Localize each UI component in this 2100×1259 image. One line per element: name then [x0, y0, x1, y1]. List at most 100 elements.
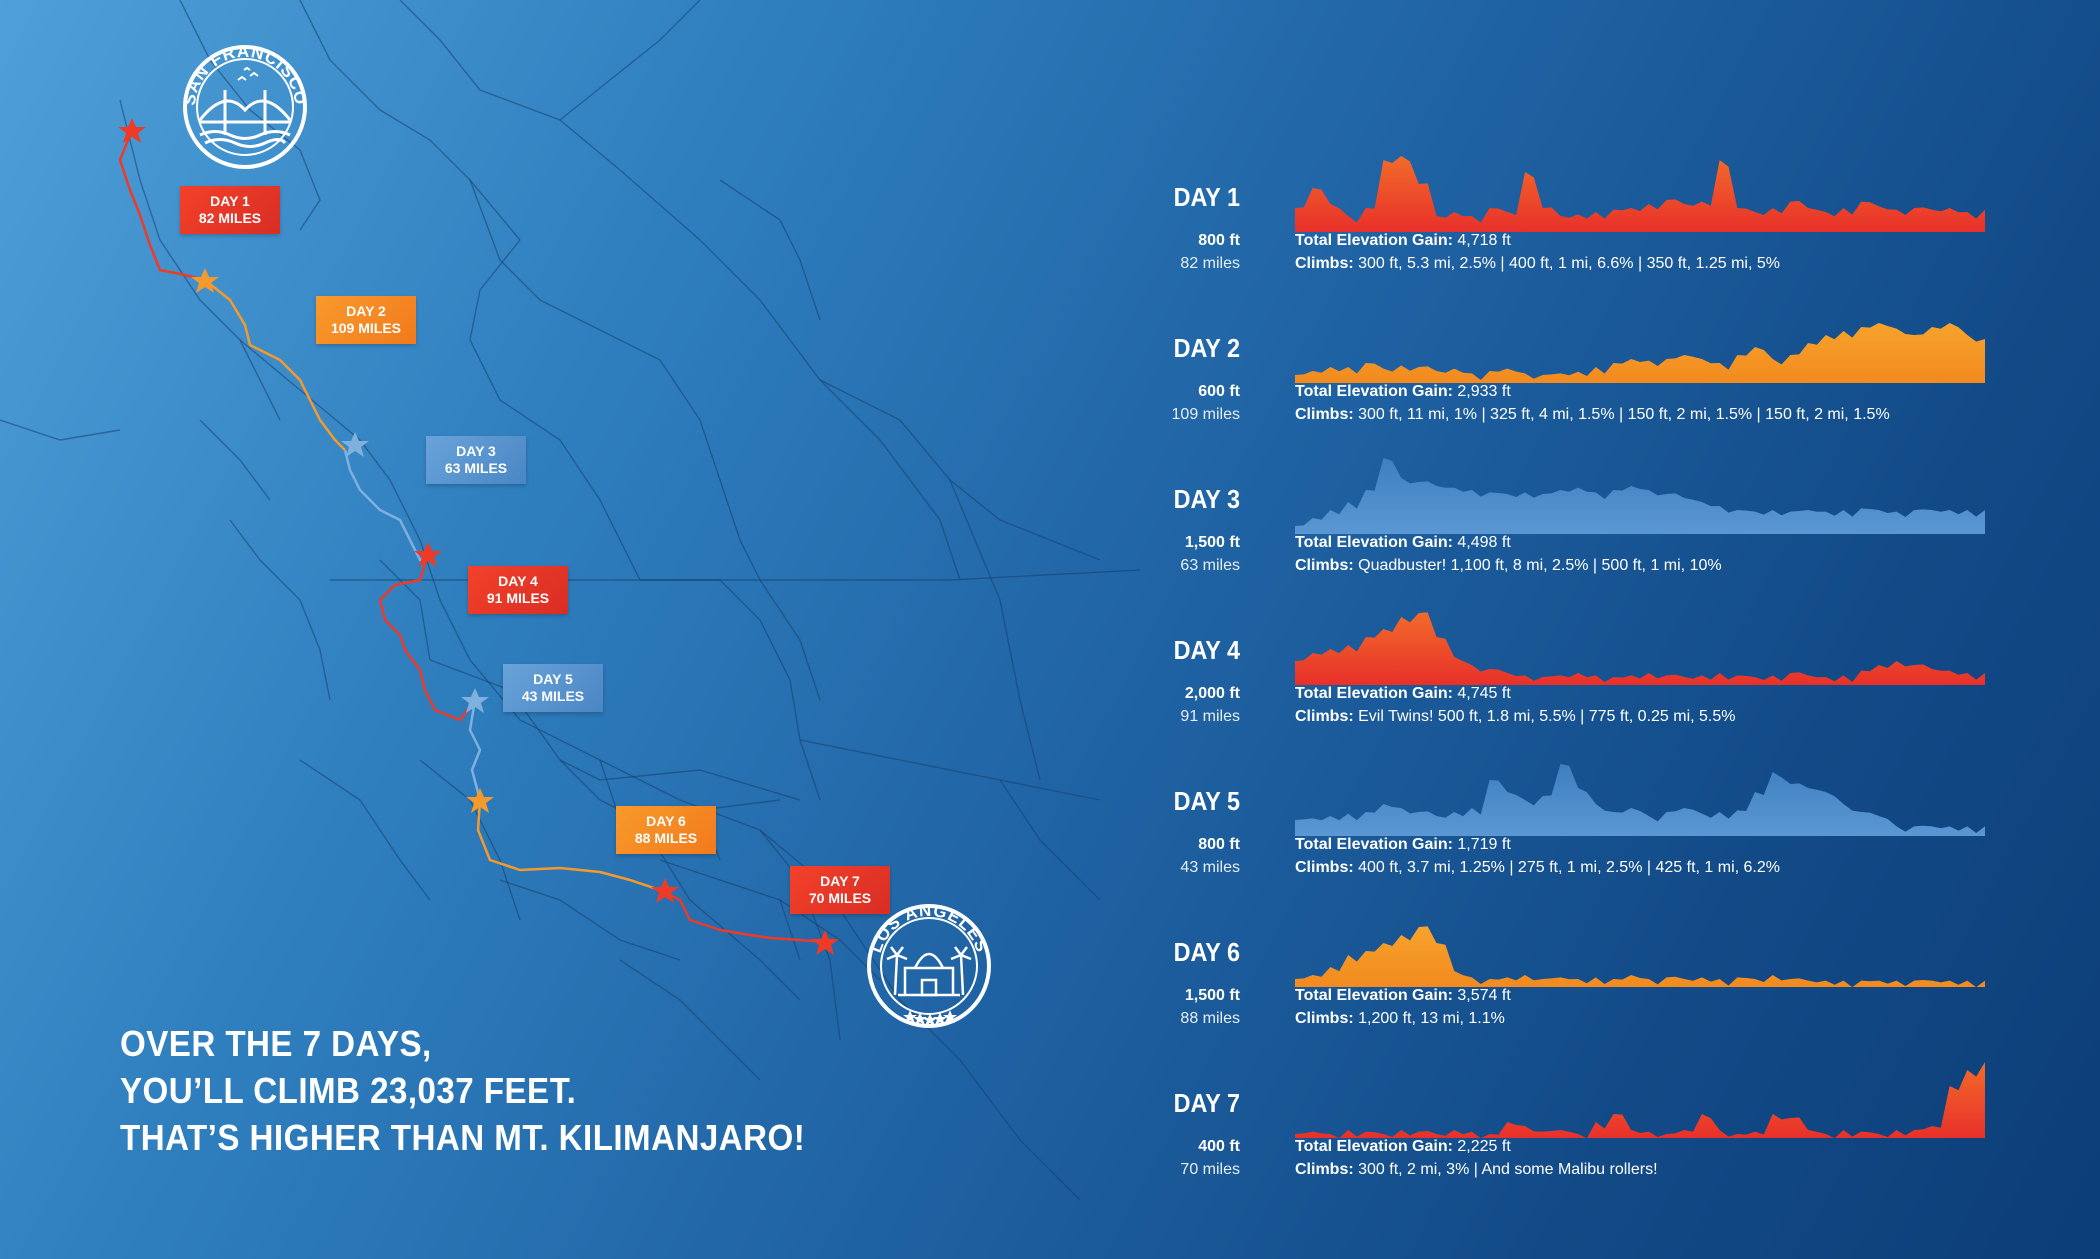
route-stars: [118, 118, 839, 955]
svg-text:SAN FRANCISCO: SAN FRANCISCO: [180, 42, 311, 107]
birds-icon: [237, 66, 259, 81]
map-tag-day5: DAY 5 43 MILES: [503, 664, 603, 712]
map-tag-miles: 88 MILES: [634, 830, 698, 846]
headline-line: OVER THE 7 DAYS,: [120, 1023, 432, 1064]
total-gain-line: Total Elevation Gain: 1,719 ft: [1295, 836, 1511, 854]
total-gain-line: Total Elevation Gain: 4,498 ft: [1295, 534, 1511, 552]
route-line: [118, 129, 826, 944]
star-day4-start: [414, 542, 442, 567]
day-title: DAY 3: [1173, 484, 1240, 514]
star-finish: [811, 930, 839, 955]
map-tag-miles: 70 MILES: [808, 890, 872, 906]
map-tag-miles: 109 MILES: [330, 320, 402, 336]
county-borders: [0, 0, 1140, 1201]
map-tag-day-label: DAY 7: [820, 873, 860, 889]
climbs-label: Climbs:: [1295, 1161, 1354, 1178]
map-tag-day-label: DAY 4: [498, 573, 538, 589]
day-miles: 91 miles: [1180, 708, 1240, 725]
climbs-value: 300 ft, 2 mi, 3% | And some Malibu rolle…: [1358, 1161, 1658, 1178]
total-gain-line: Total Elevation Gain: 4,745 ft: [1295, 685, 1511, 703]
climbs-line: Climbs: 1,200 ft, 13 mi, 1.1%: [1295, 1010, 1505, 1028]
day-row-7: DAY 7 400 ft 70 miles Total Elevation Ga…: [1150, 1058, 2000, 1208]
total-gain-line: Total Elevation Gain: 2,933 ft: [1295, 383, 1511, 401]
climbs-value: Evil Twins! 500 ft, 1.8 mi, 5.5% | 775 f…: [1358, 708, 1736, 725]
headline-line: THAT’S HIGHER THAN MT. KILIMANJARO!: [120, 1117, 806, 1158]
climbs-value: 300 ft, 11 mi, 1% | 325 ft, 4 mi, 1.5% |…: [1358, 406, 1890, 423]
climbs-value: Quadbuster! 1,100 ft, 8 mi, 2.5% | 500 f…: [1358, 557, 1722, 574]
los-angeles-badge: LOS ANGELES: [866, 901, 991, 1028]
day-miles: 82 miles: [1180, 255, 1240, 272]
gain-value: 1,719 ft: [1457, 836, 1511, 853]
palm-tree-icon: [886, 946, 972, 996]
gain-label: Total Elevation Gain:: [1295, 232, 1453, 249]
day-title: DAY 1: [1173, 182, 1240, 212]
day-row-3: DAY 3 1,500 ft 63 miles Total Elevation …: [1150, 454, 2000, 604]
day-title: DAY 7: [1173, 1088, 1240, 1118]
day-miles: 43 miles: [1180, 859, 1240, 876]
map-tag-day-label: DAY 6: [646, 813, 686, 829]
map-tag-day-label: DAY 2: [346, 303, 386, 319]
map-tag-miles: 43 MILES: [521, 688, 585, 704]
gain-label: Total Elevation Gain:: [1295, 1138, 1453, 1155]
elevation-profile-day4: [1295, 612, 1985, 685]
gain-value: 4,718 ft: [1457, 232, 1511, 249]
day-row-4: DAY 4 2,000 ft 91 miles Total Elevation …: [1150, 605, 2000, 755]
day-title: DAY 6: [1173, 937, 1240, 967]
map-tag-day-label: DAY 3: [456, 443, 496, 459]
elevation-area: [1295, 458, 1985, 534]
map-tag-day1: DAY 1 82 MILES: [180, 186, 280, 234]
gain-label: Total Elevation Gain:: [1295, 685, 1453, 702]
map-tag-day-label: DAY 5: [533, 671, 573, 687]
day-miles: 88 miles: [1180, 1010, 1240, 1027]
elevation-profile-day1: [1295, 156, 1985, 232]
day-elevation: 400 ft: [1198, 1138, 1240, 1155]
day-row-1: DAY 1 800 ft 82 miles Total Elevation Ga…: [1150, 152, 2000, 302]
gain-label: Total Elevation Gain:: [1295, 987, 1453, 1004]
san-francisco-label: SAN FRANCISCO: [180, 42, 310, 107]
climbs-value: 400 ft, 3.7 mi, 1.25% | 275 ft, 1 mi, 2.…: [1358, 859, 1780, 876]
headline: OVER THE 7 DAYS, YOU’LL CLIMB 23,037 FEE…: [120, 1020, 805, 1161]
map-tag-day2: DAY 2 109 MILES: [316, 296, 416, 344]
map-tag-day7: DAY 7 70 MILES: [790, 866, 890, 914]
day-elevation: 1,500 ft: [1184, 987, 1240, 1004]
day-row-5: DAY 5 800 ft 43 miles Total Elevation Ga…: [1150, 756, 2000, 906]
gain-label: Total Elevation Gain:: [1295, 383, 1453, 400]
elevation-area: [1295, 612, 1985, 685]
climbs-label: Climbs:: [1295, 255, 1354, 272]
climbs-value: 300 ft, 5.3 mi, 2.5% | 400 ft, 1 mi, 6.6…: [1358, 255, 1780, 272]
day-title: DAY 4: [1173, 635, 1240, 665]
route-segment-day6: [476, 799, 661, 892]
elevation-profile-day2: [1295, 323, 1985, 383]
total-gain-line: Total Elevation Gain: 4,718 ft: [1295, 232, 1511, 250]
gain-label: Total Elevation Gain:: [1295, 836, 1453, 853]
gain-value: 2,933 ft: [1457, 383, 1511, 400]
star-day6-start: [466, 788, 494, 813]
route-segment-day3: [343, 449, 429, 562]
climbs-line: Climbs: 300 ft, 11 mi, 1% | 325 ft, 4 mi…: [1295, 406, 1890, 424]
day-miles: 109 miles: [1171, 406, 1240, 423]
day-title: DAY 2: [1173, 333, 1240, 363]
elevation-profile-day7: [1295, 1062, 1985, 1138]
star-day3-start: [341, 432, 369, 457]
day-row-6: DAY 6 1,500 ft 88 miles Total Elevation …: [1150, 907, 2000, 1057]
map-tag-day3: DAY 3 63 MILES: [426, 436, 526, 484]
route-segment-day4: [378, 554, 476, 722]
map-tag-miles: 82 MILES: [198, 210, 262, 226]
headline-line: YOU’LL CLIMB 23,037 FEET.: [120, 1070, 577, 1111]
elevation-area: [1295, 323, 1985, 383]
star-day1-start: [118, 118, 146, 143]
elevation-profile-day6: [1295, 926, 1985, 987]
total-gain-line: Total Elevation Gain: 3,574 ft: [1295, 987, 1511, 1005]
elevation-profile-day3: [1295, 458, 1985, 534]
climbs-line: Climbs: 300 ft, 5.3 mi, 2.5% | 400 ft, 1…: [1295, 255, 1780, 273]
climbs-line: Climbs: 300 ft, 2 mi, 3% | And some Mali…: [1295, 1161, 1658, 1179]
total-gain-line: Total Elevation Gain: 2,225 ft: [1295, 1138, 1511, 1156]
map-tag-miles: 91 MILES: [486, 590, 550, 606]
climbs-label: Climbs:: [1295, 708, 1354, 725]
gain-label: Total Elevation Gain:: [1295, 534, 1453, 551]
day-elevation: 800 ft: [1198, 836, 1240, 853]
elevation-area: [1295, 764, 1985, 836]
climbs-label: Climbs:: [1295, 557, 1354, 574]
climbs-line: Climbs: 400 ft, 3.7 mi, 1.25% | 275 ft, …: [1295, 859, 1780, 877]
day-elevation: 800 ft: [1198, 232, 1240, 249]
